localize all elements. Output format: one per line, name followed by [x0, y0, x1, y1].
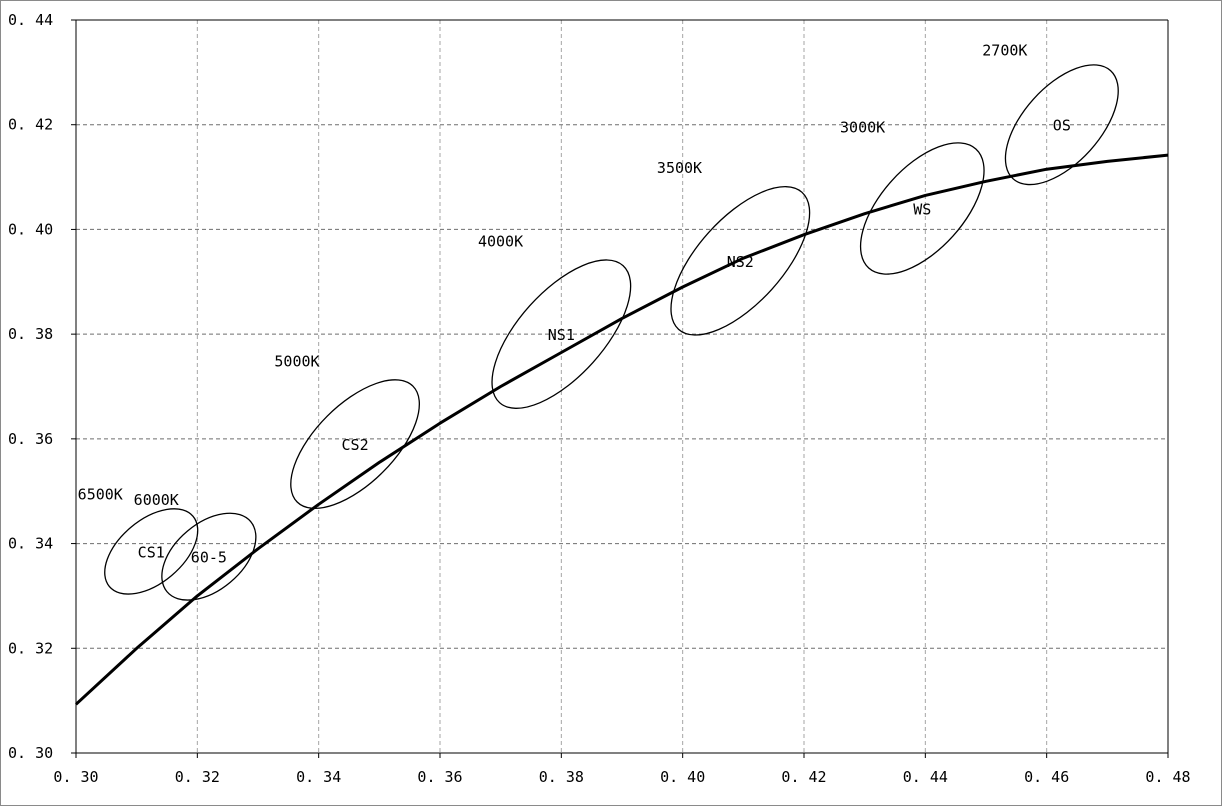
ellipse-code-label: WS	[913, 200, 931, 218]
x-tick-label: 0. 30	[53, 768, 98, 786]
tick-labels: 0. 30 0. 32 0. 34 0. 36 0. 38 0. 40 0. 42 0. 44…	[8, 11, 1191, 786]
y-tick-label: 0. 40	[8, 220, 53, 238]
ellipse-layer: CS1 6500K 60-5 6000K CS2 5000K NS1 4000K NS2 3500…	[78, 42, 1119, 601]
x-tick-label: 0. 40	[660, 768, 705, 786]
x-tick-label: 0. 46	[1024, 768, 1069, 786]
ellipse-cct-label: 4000K	[478, 233, 523, 251]
ellipse-cs2	[290, 379, 420, 510]
ellipse-code-label: CS1	[138, 543, 165, 561]
x-tick-label: 0. 34	[296, 768, 341, 786]
ellipse-cct-label: 3500K	[657, 159, 702, 177]
x-tick-label: 0. 42	[781, 768, 826, 786]
axes	[71, 19, 1169, 758]
y-tick-label: 0. 42	[8, 116, 53, 134]
ellipse-code-label: NS1	[548, 326, 575, 344]
y-tick-label: 0. 36	[8, 430, 53, 448]
ellipse-os	[1004, 64, 1119, 186]
x-tick-label: 0. 48	[1145, 768, 1190, 786]
ellipse-ns2	[670, 186, 811, 336]
ellipse-code-label: NS2	[727, 253, 754, 271]
x-tick-label: 0. 38	[539, 768, 584, 786]
ellipse-cct-label: 6500K	[78, 486, 123, 504]
ellipse-ns1	[491, 259, 632, 409]
y-tick-label: 0. 38	[8, 325, 53, 343]
ellipse-cct-label: 6000K	[134, 491, 179, 509]
ellipse-60-5	[161, 512, 257, 601]
ellipse-code-label: 60-5	[191, 549, 227, 567]
ellipse-cct-label: 3000K	[840, 118, 885, 136]
ellipse-code-label: CS2	[342, 436, 369, 454]
grid	[76, 20, 1168, 753]
y-tick-label: 0. 32	[8, 639, 53, 657]
ellipse-ws	[859, 142, 985, 275]
ellipse-cs1	[104, 508, 199, 595]
x-tick-label: 0. 44	[903, 768, 948, 786]
y-tick-label: 0. 44	[8, 11, 53, 29]
x-tick-label: 0. 36	[417, 768, 462, 786]
ellipse-cct-label: 5000K	[274, 352, 319, 370]
ellipse-cct-label: 2700K	[982, 42, 1027, 60]
ellipse-code-label: OS	[1053, 117, 1071, 135]
x-tick-label: 0. 32	[175, 768, 220, 786]
y-tick-label: 0. 30	[8, 744, 53, 762]
y-tick-label: 0. 34	[8, 535, 53, 553]
